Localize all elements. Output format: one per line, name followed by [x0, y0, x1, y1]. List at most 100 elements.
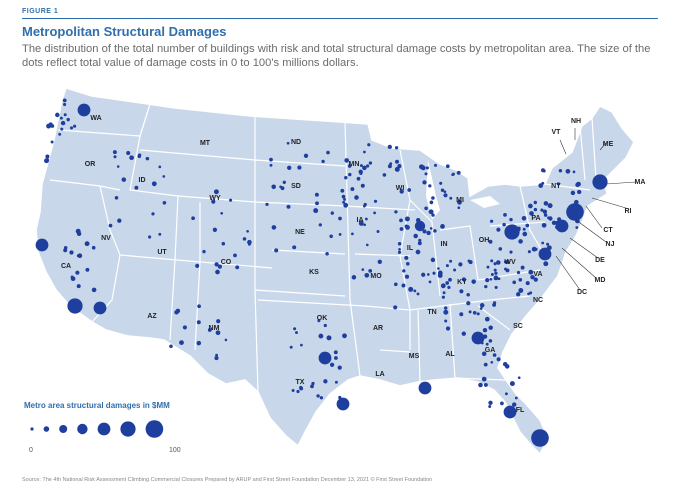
metro-dot-small — [365, 164, 370, 168]
metro-dot-small — [274, 248, 279, 253]
figure-title: Metropolitan Structural Damages — [22, 24, 227, 39]
metro-dot-small — [282, 180, 286, 184]
metro-dot-small — [368, 269, 373, 273]
metro-dot-small — [404, 274, 410, 279]
metro-dot-small — [351, 232, 354, 236]
metro-dot-small — [382, 173, 387, 177]
metro-dot-small — [528, 269, 534, 275]
metro-dot-small — [468, 310, 472, 314]
metro-dot-small — [528, 203, 533, 209]
metro-dot-small — [271, 225, 277, 230]
metro-dot-small — [233, 253, 237, 258]
metro-dot-small — [490, 360, 494, 364]
metro-dot-small — [488, 239, 493, 244]
metro-dot-small — [425, 166, 429, 170]
metro-dot-small — [337, 365, 342, 370]
metro-dot-small — [351, 275, 357, 280]
metro-dot-small — [299, 386, 304, 391]
metro-dot-small — [220, 211, 224, 215]
metro-dot-small — [315, 201, 319, 206]
metro-dot-small — [440, 283, 446, 289]
metro-dot-small — [488, 339, 493, 343]
metro-dot-small — [287, 165, 292, 170]
metro-dot-small — [421, 272, 426, 277]
metro-dot-san-diego — [93, 301, 107, 315]
metro-dot-small — [387, 164, 392, 169]
metro-dot-small — [457, 206, 461, 209]
legend-dot — [77, 423, 88, 435]
state-label-ar: AR — [373, 325, 383, 332]
metro-dot-small — [318, 223, 322, 227]
metro-dot-small — [516, 270, 521, 275]
metro-dot-small — [330, 211, 334, 215]
source-note: Source: The 4th National Risk Assessment… — [22, 477, 433, 483]
metro-dot-small — [525, 281, 530, 286]
metro-dot-small — [394, 210, 398, 214]
metro-dot-small — [121, 177, 127, 182]
metro-dot-small — [520, 265, 525, 270]
state-label-mi: MI — [456, 197, 464, 204]
metro-dot-small — [522, 227, 526, 231]
metro-dot-small — [363, 223, 366, 227]
metro-dot-small — [525, 223, 530, 228]
state-label-ne: NE — [295, 229, 305, 236]
metro-dot-small — [85, 267, 90, 272]
metro-dot-small — [221, 241, 226, 246]
metro-dot-small — [395, 159, 399, 164]
metro-dot-small — [293, 327, 297, 331]
metro-dot-small — [516, 292, 521, 297]
figure-rule — [22, 18, 658, 19]
metro-dot-small — [116, 165, 120, 168]
metro-dot-small — [442, 291, 446, 295]
metro-dot-small — [496, 260, 501, 265]
metro-dot-small — [484, 316, 490, 322]
metro-dot-small — [489, 219, 494, 223]
metro-dot-small — [407, 188, 412, 192]
metro-dot-small — [338, 232, 342, 236]
metro-dot-small — [496, 227, 501, 232]
metro-dot-small — [364, 217, 368, 221]
metro-dot-small — [443, 193, 448, 198]
metro-dot-small — [377, 259, 382, 264]
metro-dot-small — [216, 319, 221, 324]
metro-dot-small — [151, 212, 155, 216]
state-label-ny: NY — [551, 183, 561, 190]
metro-dot-small — [441, 295, 445, 299]
metro-dot-small — [91, 287, 97, 293]
metro-dot-small — [126, 150, 131, 156]
metro-dot-small — [509, 381, 515, 387]
metro-dot-small — [398, 248, 401, 251]
metro-dot-small — [493, 268, 497, 272]
state-label-id: ID — [139, 177, 146, 184]
metro-dot-small — [483, 362, 488, 367]
metro-dot-small — [444, 319, 448, 323]
metro-dot-small — [426, 230, 431, 236]
metro-dot-small — [486, 265, 490, 269]
metro-dot-small — [66, 117, 70, 122]
metro-dot-small — [439, 181, 443, 185]
metro-dot-small — [69, 250, 74, 255]
metro-dot-small — [466, 292, 470, 297]
legend-size-scale — [30, 420, 164, 438]
metro-dot-small — [289, 345, 293, 349]
metro-dot-tampa — [503, 405, 517, 419]
legend-min-label: 0 — [29, 447, 33, 454]
metro-dot-dallas — [318, 351, 332, 365]
state-label-ks: KS — [309, 269, 319, 276]
metro-dot-small — [84, 241, 90, 247]
metro-dot-small — [60, 127, 64, 131]
metro-dot-small — [367, 143, 371, 147]
metro-dot-chicago — [414, 220, 426, 232]
metro-dot-small — [530, 275, 535, 280]
metro-dot-small — [494, 271, 498, 275]
metro-dot-small — [541, 241, 545, 245]
metro-dot-small — [389, 162, 393, 166]
metro-dot-small — [148, 235, 152, 239]
metro-dot-small — [269, 163, 273, 167]
metro-dot-small — [485, 342, 489, 346]
metro-dot-small — [297, 165, 302, 170]
metro-dot-small — [295, 331, 298, 335]
metro-dot-small — [512, 402, 517, 407]
metro-dot-small — [457, 199, 462, 205]
metro-dot-small — [481, 351, 487, 357]
